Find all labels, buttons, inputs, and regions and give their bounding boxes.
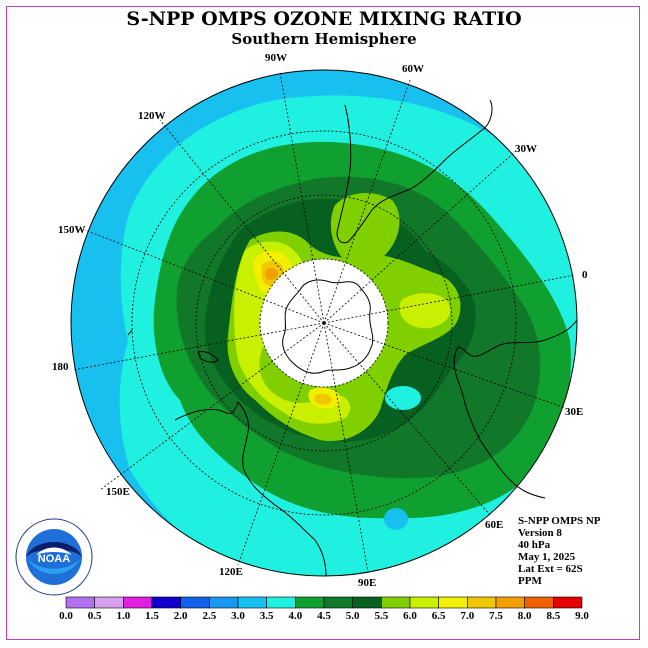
colorbar-swatch — [467, 596, 497, 609]
south-america-outline — [336, 99, 493, 244]
lon-label-30w: 30W — [515, 143, 537, 155]
colorbar-tick-label: 0.5 — [88, 610, 102, 622]
colorbar-swatch — [94, 596, 124, 609]
page-subtitle: Southern Hemisphere — [231, 30, 417, 48]
colorbar: 0.0 0.5 1.0 1.5 2.0 2.5 3.0 3.5 4.0 4.5 5.0 5.5 6.0 6… — [59, 596, 589, 622]
colorbar-swatch — [180, 596, 210, 609]
australia-coast — [174, 401, 239, 421]
info-version: Version 8 — [518, 527, 562, 539]
contour-7-5 — [265, 267, 278, 281]
colorbar-swatch — [295, 596, 325, 609]
colorbar-tick-label: 2.0 — [174, 610, 188, 622]
info-lat-ext: Lat Ext = 62S — [518, 563, 583, 575]
colorbar-tick-label: 9.0 — [575, 610, 589, 622]
colorbar-swatch — [553, 596, 583, 609]
colorbar-tick-label: 5.0 — [346, 610, 360, 622]
colorbar-swatch — [237, 596, 267, 609]
colorbar-swatch — [323, 596, 353, 609]
australia-outline — [237, 401, 327, 577]
noaa-logo: NOAA — [15, 518, 93, 596]
colorbar-tick-label: 8.5 — [546, 610, 560, 622]
lon-label-150w: 150W — [58, 224, 86, 236]
colorbar-tick-label: 1.5 — [145, 610, 159, 622]
colorbar-swatch — [495, 596, 525, 609]
colorbar-tick-label: 0.0 — [59, 610, 73, 622]
antarctica-outline — [282, 279, 374, 374]
colorbar-tick-label: 5.5 — [374, 610, 388, 622]
colorbar-swatch — [524, 596, 554, 609]
lon-label-120w: 120W — [138, 110, 166, 122]
contour-6-0-east — [399, 293, 451, 329]
contour-7-0-south — [314, 393, 332, 405]
colorbar-swatch — [123, 596, 153, 609]
colorbar-tick-label: 7.0 — [460, 610, 474, 622]
colorbar-swatch — [151, 596, 181, 609]
lon-label-90w: 90W — [265, 52, 287, 64]
colorbar-tick-label: 8.0 — [518, 610, 532, 622]
lon-label-60e: 60E — [485, 519, 503, 531]
colorbar-swatch — [209, 596, 239, 609]
map-boundary — [70, 69, 578, 577]
colorbar-swatch — [409, 596, 439, 609]
patch-3-5-south — [385, 386, 421, 410]
colorbar-swatch — [381, 596, 411, 609]
contour-5-5-arm — [330, 193, 400, 265]
ozone-field — [71, 70, 577, 576]
info-units: PPM — [518, 575, 542, 587]
colorbar-tick-label: 7.5 — [489, 610, 503, 622]
new-zealand-outline — [127, 329, 219, 363]
info-instrument: S-NPP OMPS NP — [518, 515, 601, 527]
lon-label-30e: 30E — [565, 406, 583, 418]
africa-outline — [453, 319, 578, 499]
patch-3-0-south — [384, 508, 408, 530]
info-date: May 1, 2025 — [518, 551, 576, 563]
lon-label-180: 180 — [52, 361, 69, 373]
colorbar-swatch — [438, 596, 468, 609]
colorbar-tick-label: 2.5 — [202, 610, 216, 622]
colorbar-tick-label: 4.0 — [288, 610, 302, 622]
lon-label-0: 0 — [582, 269, 588, 281]
colorbar-tick-label: 6.5 — [432, 610, 446, 622]
colorbar-tick-label: 3.0 — [231, 610, 245, 622]
colorbar-tick-label: 3.5 — [260, 610, 274, 622]
lon-label-60w: 60W — [402, 63, 424, 75]
info-block: S-NPP OMPS NP Version 8 40 hPa May 1, 20… — [518, 515, 601, 587]
graticule — [72, 71, 576, 573]
page-title: S-NPP OMPS OZONE MIXING RATIO — [126, 8, 522, 30]
lon-label-120e: 120E — [219, 566, 243, 578]
colorbar-swatch — [266, 596, 296, 609]
colorbar-tick-label: 6.0 — [403, 610, 417, 622]
colorbar-swatch — [352, 596, 382, 609]
lon-label-150e: 150E — [106, 486, 130, 498]
info-level: 40 hPa — [518, 539, 551, 551]
colorbar-tick-label: 1.0 — [116, 610, 130, 622]
noaa-logo-text: NOAA — [38, 553, 70, 565]
colorbar-swatch — [65, 596, 95, 609]
lon-label-90e: 90E — [358, 577, 376, 589]
colorbar-tick-label: 4.5 — [317, 610, 331, 622]
